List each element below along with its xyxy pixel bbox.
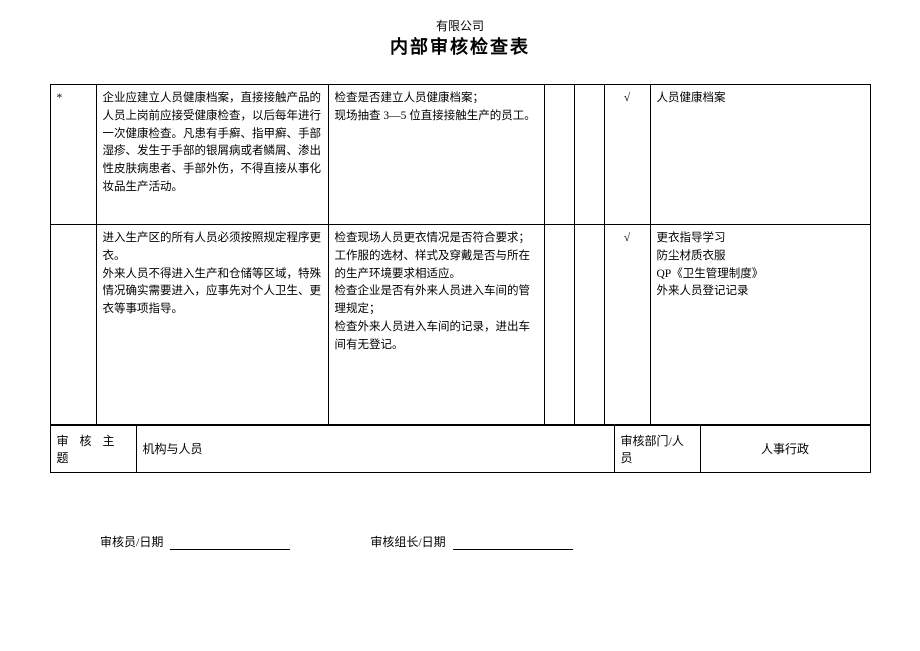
leader-signature: 审核组长/日期 <box>370 533 572 550</box>
auditor-signature: 审核员/日期 <box>100 533 290 550</box>
table-cell: * <box>50 84 96 224</box>
table-cell <box>544 84 574 224</box>
audit-topic-value: 机构与人员 <box>136 425 614 472</box>
auditor-label: 审核员/日期 <box>100 535 163 549</box>
document-title: 内部审核检查表 <box>0 35 920 60</box>
table-cell: √ <box>604 224 650 424</box>
auditor-line <box>170 538 290 550</box>
table-cell: 进入生产区的所有人员必须按照规定程序更衣。 外来人员不得进入生产和仓储等区域，特… <box>96 224 328 424</box>
table-cell <box>544 224 574 424</box>
table-cell <box>574 84 604 224</box>
header: 有限公司 内部审核检查表 <box>0 0 920 70</box>
audit-meta-table: 审 核 主 题 机构与人员 审核部门/人员 人事行政 <box>50 425 871 473</box>
company-name: 有限公司 <box>0 18 920 35</box>
table-cell: 更衣指导学习 防尘材质衣服 QP《卫生管理制度》 外来人员登记记录 <box>650 224 870 424</box>
audit-dept-label: 审核部门/人员 <box>614 425 700 472</box>
table-cell: 检查现场人员更衣情况是否符合要求；工作服的选材、样式及穿戴是否与所在的生产环境要… <box>328 224 544 424</box>
table-cell: 检查是否建立人员健康档案； 现场抽查 3—5 位直接接触生产的员工。 <box>328 84 544 224</box>
table-cell <box>50 224 96 424</box>
table-cell: 人员健康档案 <box>650 84 870 224</box>
table-cell: 企业应建立人员健康档案，直接接触产品的人员上岗前应接受健康检查，以后每年进行一次… <box>96 84 328 224</box>
table-cell <box>574 224 604 424</box>
table-cell: √ <box>604 84 650 224</box>
leader-label: 审核组长/日期 <box>370 535 445 549</box>
audit-table: *企业应建立人员健康档案，直接接触产品的人员上岗前应接受健康检查，以后每年进行一… <box>50 84 871 425</box>
audit-dept-value: 人事行政 <box>700 425 870 472</box>
audit-topic-label: 审 核 主 题 <box>50 425 136 472</box>
leader-line <box>453 538 573 550</box>
signature-row: 审核员/日期 审核组长/日期 <box>50 533 870 550</box>
